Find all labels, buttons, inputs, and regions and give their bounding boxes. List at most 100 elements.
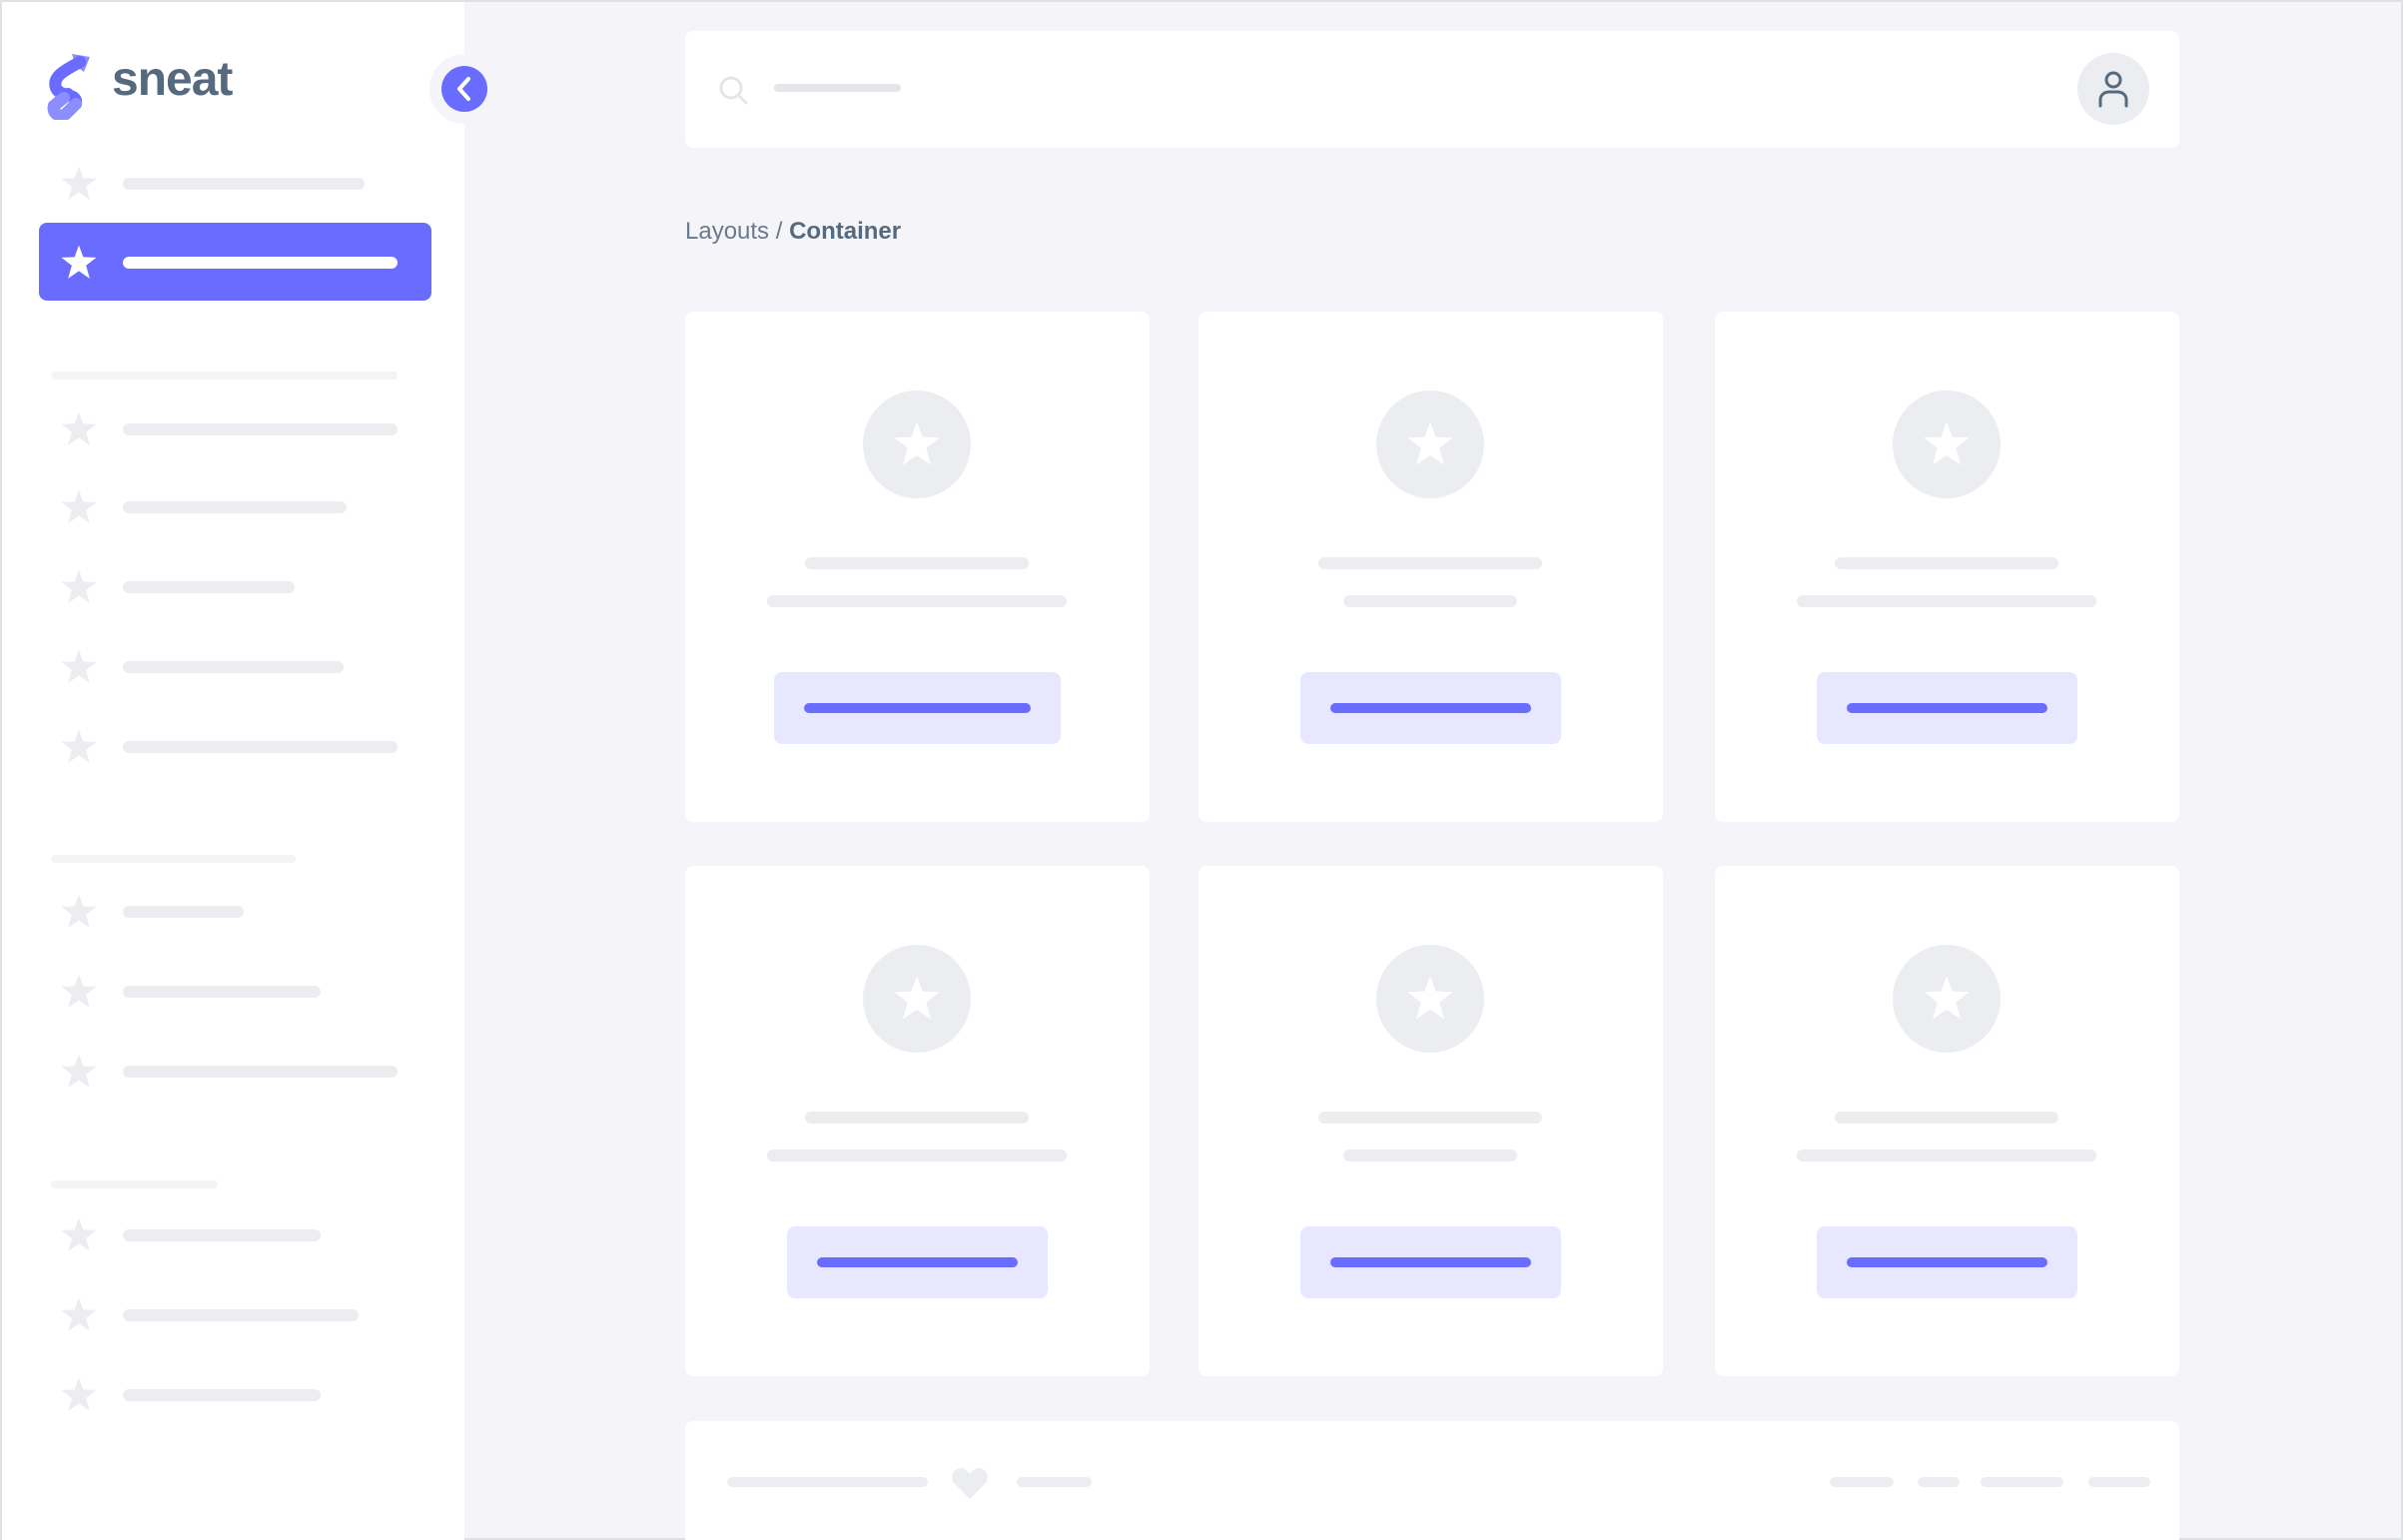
star-icon	[61, 411, 97, 445]
sidebar-item-label	[123, 423, 398, 435]
card-text	[1797, 595, 2096, 607]
footer-link[interactable]	[1981, 1477, 2063, 1487]
card	[685, 866, 1150, 1376]
card-button[interactable]	[1299, 672, 1561, 744]
card	[1199, 866, 1663, 1376]
sidebar-item[interactable]	[2, 162, 464, 206]
star-icon	[61, 489, 97, 523]
sidebar-item-label	[123, 1389, 321, 1401]
sidebar-item[interactable]	[2, 1293, 464, 1337]
user-icon	[2098, 71, 2128, 108]
footer-link[interactable]	[1918, 1477, 1960, 1487]
card-icon-circle	[1376, 945, 1484, 1053]
card-text	[1343, 595, 1517, 607]
card	[1199, 312, 1663, 822]
star-icon	[61, 974, 97, 1008]
card-icon-circle	[863, 945, 971, 1053]
star-icon	[894, 976, 940, 1020]
sidebar: sneat	[2, 2, 464, 1540]
collapse-sidebar-button[interactable]	[441, 66, 487, 112]
breadcrumb-current: Container	[789, 218, 902, 245]
footer-link[interactable]	[2088, 1477, 2150, 1487]
card-title	[1318, 557, 1542, 569]
sidebar-item[interactable]	[2, 1373, 464, 1417]
card-button-label	[803, 703, 1031, 713]
breadcrumb-separator: /	[775, 218, 783, 245]
sidebar-item-label	[123, 581, 295, 593]
sidebar-item[interactable]	[2, 645, 464, 689]
card-title	[1835, 1112, 2058, 1124]
card-text	[767, 595, 1067, 607]
footer-link[interactable]	[1830, 1477, 1894, 1487]
card	[1715, 866, 2179, 1376]
sidebar-item-label	[123, 501, 347, 513]
sidebar-item[interactable]	[2, 485, 464, 529]
card-text	[1343, 1150, 1517, 1161]
card-icon-circle	[1376, 390, 1484, 498]
sidebar-item-label	[123, 178, 365, 190]
sidebar-item[interactable]	[2, 970, 464, 1014]
star-icon	[61, 1054, 97, 1088]
star-icon	[61, 729, 97, 763]
footer	[685, 1421, 2179, 1540]
card-button-label	[816, 1257, 1018, 1267]
card-button[interactable]	[786, 1226, 1048, 1298]
sidebar-item[interactable]	[2, 1213, 464, 1257]
star-icon	[61, 245, 97, 279]
star-icon	[61, 649, 97, 683]
sidebar-item-label	[123, 986, 321, 998]
sidebar-item[interactable]	[2, 890, 464, 934]
sidebar-item[interactable]	[2, 241, 464, 285]
card-text	[767, 1150, 1067, 1161]
card-button[interactable]	[1816, 672, 2077, 744]
sidebar-item-label	[123, 741, 398, 753]
card-icon-circle	[863, 390, 971, 498]
sidebar-item[interactable]	[2, 407, 464, 451]
avatar[interactable]	[2077, 53, 2149, 125]
search-icon[interactable]	[718, 75, 750, 107]
star-icon	[1924, 421, 1970, 465]
sidebar-section-header	[51, 372, 398, 380]
card-button[interactable]	[1816, 1226, 2077, 1298]
sidebar-item-label	[123, 1309, 359, 1321]
footer-text	[727, 1477, 928, 1487]
logo-icon	[47, 54, 90, 122]
breadcrumb: Layouts / Container	[685, 218, 901, 246]
sidebar-item[interactable]	[2, 565, 464, 609]
card-button[interactable]	[1299, 1226, 1561, 1298]
card-button-label	[1329, 703, 1531, 713]
star-icon	[894, 421, 940, 465]
breadcrumb-parent[interactable]: Layouts	[685, 218, 770, 245]
footer-link[interactable]	[1017, 1477, 1092, 1487]
sidebar-section-header	[51, 855, 296, 863]
card-button-label	[1846, 1257, 2047, 1267]
star-icon	[1407, 421, 1453, 465]
star-icon	[61, 1297, 97, 1331]
sidebar-section-header	[51, 1180, 218, 1188]
chevron-left-icon	[457, 77, 470, 101]
card-button[interactable]	[773, 672, 1061, 744]
card-button-label	[1846, 703, 2047, 713]
sidebar-item-label	[123, 661, 344, 673]
card-icon-circle	[1893, 945, 2001, 1053]
card-text	[1797, 1150, 2096, 1161]
star-icon	[61, 166, 97, 200]
sidebar-item-label	[123, 1066, 398, 1078]
logo[interactable]	[46, 48, 102, 122]
star-icon	[1924, 976, 1970, 1020]
sidebar-item-label	[123, 257, 398, 269]
card	[685, 312, 1150, 822]
card-icon-circle	[1893, 390, 2001, 498]
heart-icon	[952, 1468, 988, 1499]
star-icon	[1407, 976, 1453, 1020]
sidebar-item[interactable]	[2, 1050, 464, 1094]
sidebar-item-label	[123, 1229, 321, 1241]
sidebar-item[interactable]	[2, 725, 464, 769]
sidebar-item-label	[123, 906, 244, 918]
top-navbar	[685, 31, 2179, 148]
brand-name: sneat	[112, 53, 233, 106]
card-title	[805, 557, 1029, 569]
search-input[interactable]	[774, 84, 901, 92]
card-title	[1835, 557, 2058, 569]
star-icon	[61, 894, 97, 928]
